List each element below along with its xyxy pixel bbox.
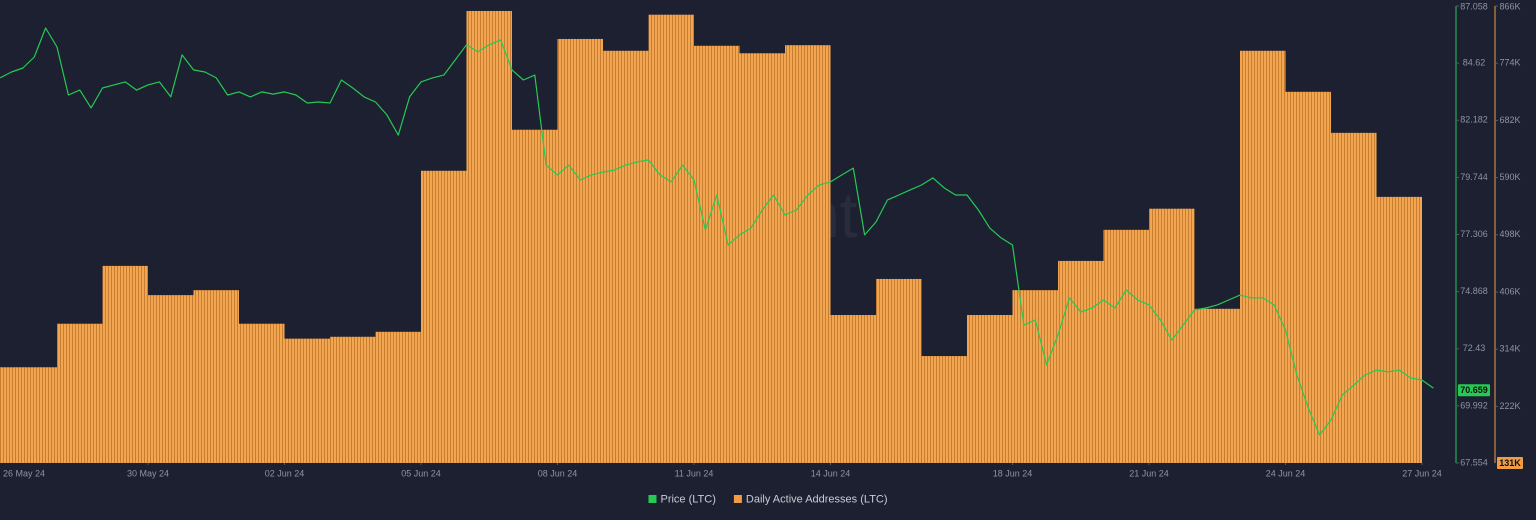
bar [148,295,194,463]
bar [1285,91,1332,464]
x-tick-label: 02 Jun 24 [265,468,305,478]
legend-swatch [733,495,742,503]
legend-label: Daily Active Addresses (LTC) [746,493,888,505]
x-tick-label: 27 Jun 24 [1402,468,1442,478]
bar [1194,308,1241,463]
bar [739,53,786,463]
y2-tick-label: 498K [1499,229,1520,239]
y2-tick-label: 406K [1499,286,1520,296]
bar [466,10,513,463]
bar [648,14,695,463]
y-tick-label: 79.744 [1460,172,1488,182]
y-tick-label: 74.868 [1460,286,1488,296]
bar [284,338,331,463]
bar [421,170,467,463]
y-tick-label: 72.43 [1463,343,1486,353]
y2-tick-label: 682K [1499,115,1520,125]
y2-tick-label: 774K [1499,58,1520,68]
x-tick-label: 05 Jun 24 [401,468,441,478]
legend-swatch [648,495,657,503]
x-tick-label: 11 Jun 24 [675,468,714,478]
bar [57,323,103,463]
y-tick-label: 84.62 [1463,58,1486,68]
bar [239,323,285,463]
legend-label: Price (LTC) [660,493,715,505]
bar [330,336,376,463]
x-tick-label: 08 Jun 24 [538,468,578,478]
bar [1103,229,1150,463]
x-tick-label: 26 May 24 [3,468,45,478]
bar [830,315,877,463]
x-tick-label: 21 Jun 24 [1129,468,1169,478]
legend-item: Price (LTC) [648,493,716,505]
bar [11,367,58,463]
bar [1012,290,1059,463]
y2-tick-label: 590K [1499,172,1520,182]
addresses-badge-label: 131K [1499,458,1521,468]
y-tick-label: 69.992 [1460,400,1488,410]
y-tick-label: 67.554 [1460,457,1488,467]
bar [102,265,149,463]
x-tick-label: 18 Jun 24 [993,468,1033,478]
bar [1331,132,1377,463]
price-badge [1458,384,1490,397]
bar [375,331,422,463]
bar [921,356,968,463]
y-tick-label: 87.058 [1460,1,1488,11]
bar [603,50,649,464]
y-tick-label: 82.182 [1460,115,1488,125]
bar [1376,196,1423,463]
price-badge-label: 70.659 [1460,385,1488,395]
bar [1149,208,1195,463]
x-tick-label: 30 May 24 [127,468,169,478]
bar [694,45,740,463]
x-tick-label: 14 Jun 24 [811,468,851,478]
bar [785,45,831,464]
bar [512,129,558,463]
bar [1240,50,1286,464]
y2-tick-label: 314K [1499,344,1520,354]
x-tick-label: 24 Jun 24 [1266,468,1306,478]
addresses-badge [1497,457,1523,469]
bar [557,38,604,464]
bar [0,367,12,463]
price-line [0,27,1434,436]
bar [1058,260,1104,463]
y-tick-label: 77.306 [1460,229,1488,239]
y2-tick-label: 222K [1499,401,1520,411]
lines [0,27,1434,436]
legend-item: Daily Active Addresses (LTC) [733,493,888,505]
bar [193,290,240,463]
y2-tick-label: 866K [1499,1,1520,11]
bars [0,10,1423,464]
axes: 67.554 69.992 72.43 74.868 77.306 79.744 82.18… [3,1,1523,505]
bar [876,278,922,463]
bar [967,315,1013,463]
